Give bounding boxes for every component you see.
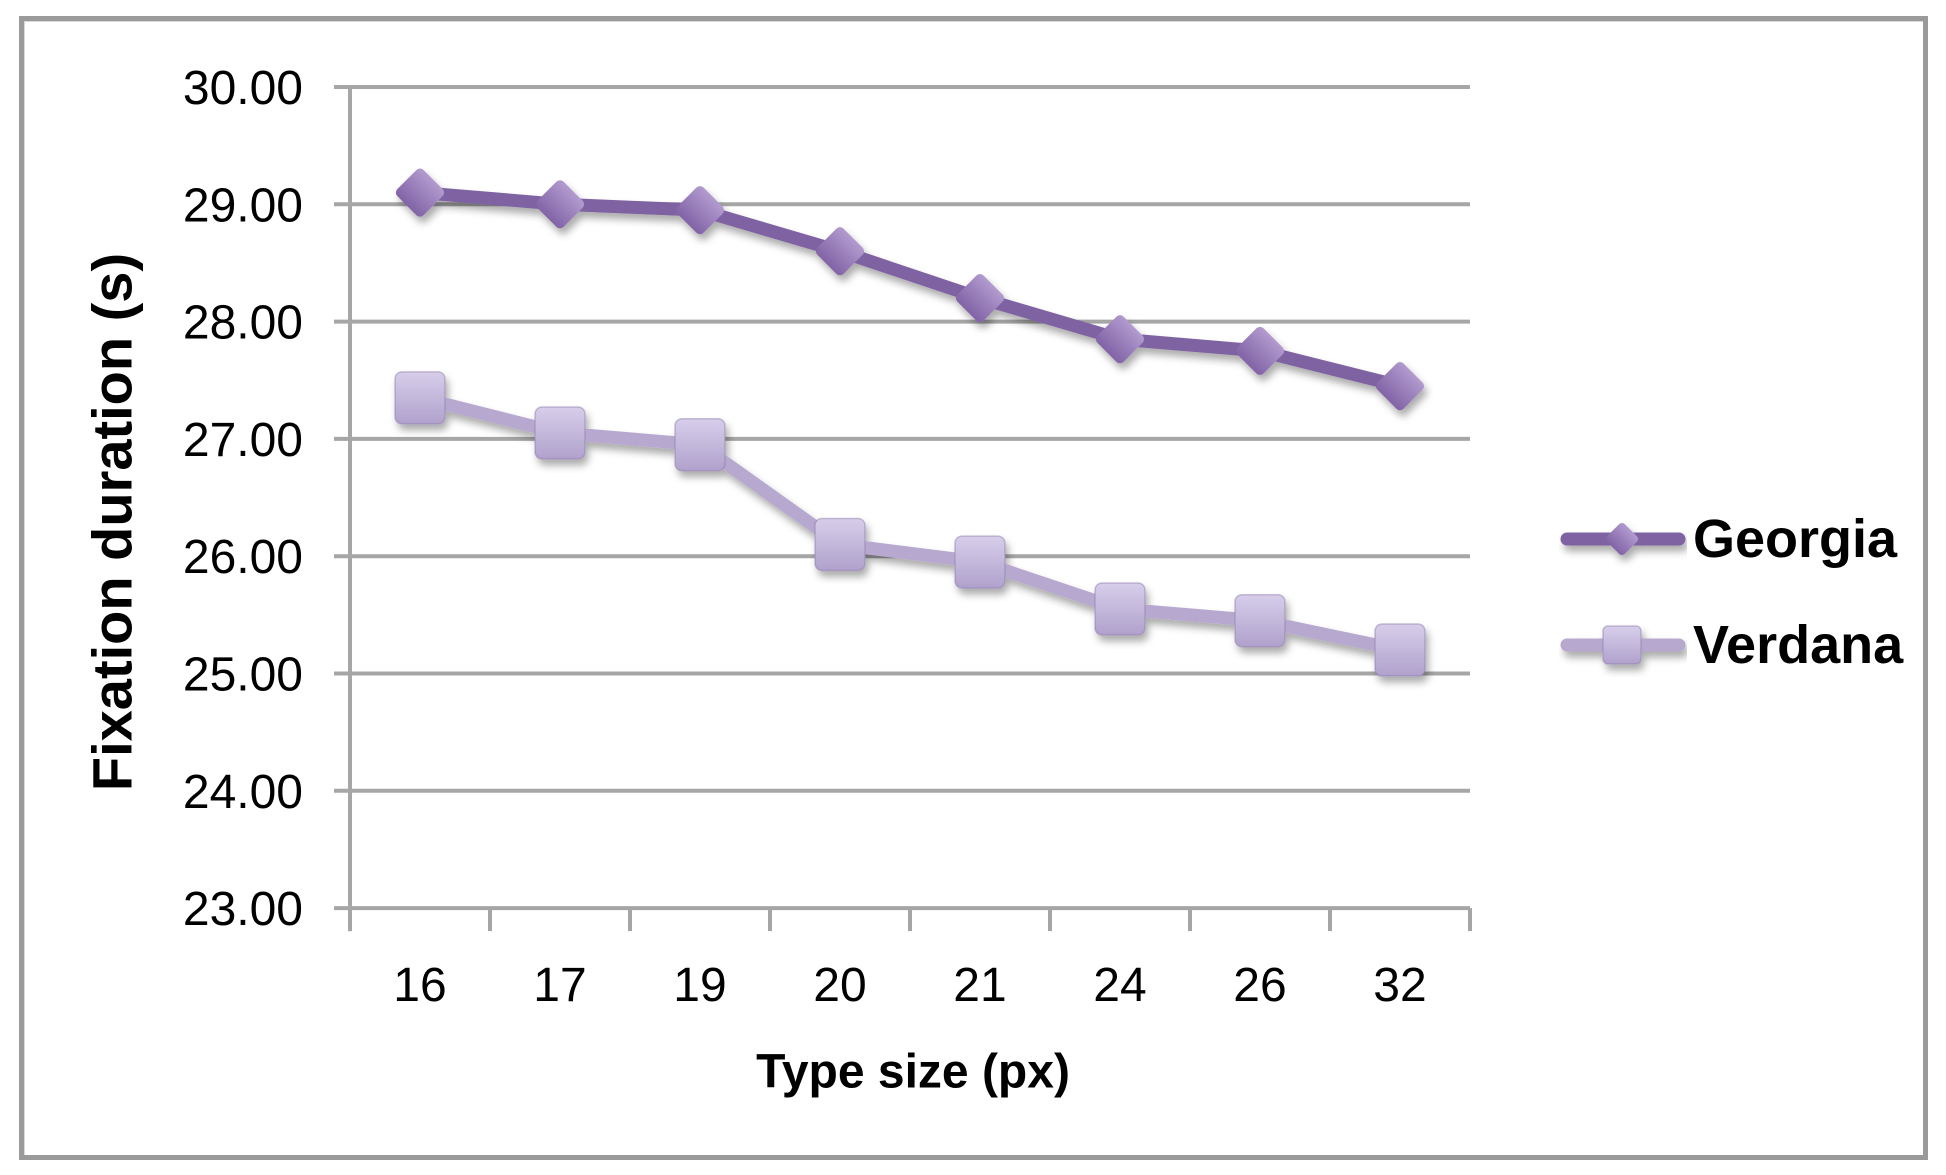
y-tick-labels: 23.00 24.00 25.00 26.00 27.00 28.00 29.00 30.00 bbox=[183, 62, 303, 936]
x-tick-label: 16 bbox=[393, 959, 446, 1012]
marker-verdana-20 bbox=[814, 517, 866, 572]
series bbox=[394, 168, 1426, 677]
marker-georgia-16 bbox=[395, 168, 445, 217]
legend-label-georgia: Georgia bbox=[1693, 509, 1898, 569]
x-tick-label: 17 bbox=[533, 959, 586, 1012]
x-tick-label: 24 bbox=[1093, 959, 1146, 1012]
marker-verdana-26 bbox=[1234, 593, 1286, 648]
y-tick-label: 26.00 bbox=[183, 531, 303, 584]
y-tick-label: 24.00 bbox=[183, 766, 303, 819]
marker-georgia-32 bbox=[1375, 362, 1425, 411]
marker-verdana-32 bbox=[1374, 623, 1426, 677]
legend-label-verdana: Verdana bbox=[1693, 615, 1904, 675]
marker-verdana-17 bbox=[534, 406, 586, 460]
legend-item-georgia: Georgia bbox=[1559, 507, 1903, 571]
y-tick-label: 27.00 bbox=[183, 414, 303, 467]
marker-georgia-19 bbox=[675, 186, 725, 235]
legend: Georgia Verdana bbox=[1559, 507, 1903, 677]
x-tick-label: 32 bbox=[1373, 959, 1426, 1012]
y-tick-label: 25.00 bbox=[183, 649, 303, 702]
gridlines bbox=[334, 85, 1470, 911]
y-tick-label: 30.00 bbox=[183, 62, 303, 115]
legend-item-verdana: Verdana bbox=[1559, 613, 1903, 677]
axes bbox=[348, 85, 1472, 932]
marker-georgia-24 bbox=[1095, 315, 1145, 364]
x-tick-labels: 16 17 19 20 21 24 26 32 bbox=[393, 959, 1426, 1012]
marker-verdana-24 bbox=[1094, 582, 1146, 636]
y-tick-label: 28.00 bbox=[183, 297, 303, 350]
marker-georgia-26 bbox=[1235, 326, 1285, 376]
y-tick-label: 23.00 bbox=[183, 883, 303, 936]
x-axis-title: Type size (px) bbox=[756, 1045, 1070, 1099]
marker-verdana-16 bbox=[394, 371, 446, 425]
series-verdana bbox=[394, 371, 1426, 677]
marker-georgia-20 bbox=[815, 227, 865, 276]
series-georgia bbox=[395, 168, 1425, 411]
y-axis-title: Fixation duration (s) bbox=[80, 252, 144, 792]
marker-georgia-21 bbox=[955, 274, 1005, 323]
y-tick-label: 29.00 bbox=[183, 179, 303, 232]
verdana-line-square-icon bbox=[1560, 625, 1686, 665]
x-tick-label: 19 bbox=[673, 959, 726, 1012]
marker-verdana-21 bbox=[954, 535, 1006, 589]
marker-georgia-17 bbox=[535, 180, 585, 229]
x-tick-label: 26 bbox=[1233, 959, 1286, 1012]
marker-verdana-19 bbox=[674, 418, 726, 472]
x-tick-label: 20 bbox=[813, 959, 866, 1012]
georgia-line-diamond-icon bbox=[1560, 522, 1686, 556]
x-tick-label: 21 bbox=[953, 959, 1006, 1012]
